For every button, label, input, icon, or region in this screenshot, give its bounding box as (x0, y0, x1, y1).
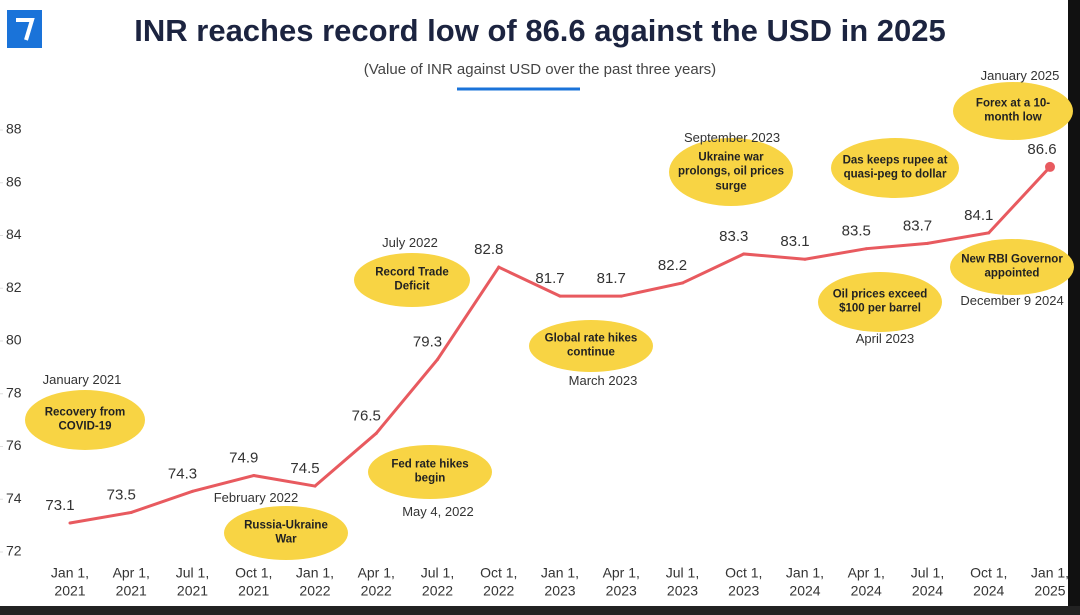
annotation-bubble (950, 239, 1074, 295)
data-point (191, 489, 194, 493)
x-tick-label: Jul 1, 2021 (175, 564, 210, 599)
x-tick-label: Jan 1, 2021 (50, 564, 90, 599)
logo-mark (16, 18, 35, 41)
x-tick-label: Apr 1, 2022 (357, 564, 395, 599)
annotation-text: Recovery from COVID-19 (44, 406, 126, 433)
annotation-text: Forex at a 10-month low (975, 97, 1051, 124)
annotation-bubble (25, 390, 145, 450)
x-tick-label: Apr 1, 2023 (602, 564, 640, 599)
y-tick-label: 88 (6, 121, 22, 137)
annotation-text: Global rate hikes continue (544, 332, 638, 359)
data-label: 81.7 (535, 270, 564, 287)
annotation-date: December 9 2024 (960, 292, 1064, 308)
annotations (25, 82, 1074, 560)
annotation-text: Record Trade Deficit (375, 266, 449, 293)
data-point (68, 521, 72, 525)
annotation-date: May 4, 2022 (402, 503, 474, 519)
data-point (864, 247, 868, 251)
x-tick-label: Oct 1, 2021 (235, 564, 273, 599)
data-label: 83.5 (842, 223, 871, 240)
data-label: 79.3 (413, 333, 442, 350)
data-label: 82.8 (474, 241, 503, 258)
x-tick-label: Oct 1, 2022 (480, 564, 518, 599)
chart-title: INR reaches record low of 86.6 against t… (134, 13, 945, 48)
annotation-date: January 2021 (42, 371, 122, 387)
annotation-text: Russia-Ukraine War (244, 519, 328, 546)
annotation-text: Oil prices exceed $100 per barrel (832, 288, 928, 315)
annotation-date: April 2023 (855, 330, 915, 346)
screen-edge (1068, 0, 1080, 615)
annotation-date: February 2022 (213, 489, 299, 505)
data-label: 74.3 (168, 465, 197, 482)
data-point (558, 294, 562, 298)
data-point (742, 252, 746, 256)
x-tick-label: Oct 1, 2024 (970, 564, 1008, 599)
data-label: 74.9 (229, 449, 258, 466)
annotation-text: Fed rate hikes begin (391, 458, 469, 485)
x-tick-label: Oct 1, 2023 (725, 564, 763, 599)
data-point (926, 241, 929, 245)
data-label: 73.1 (45, 497, 74, 514)
annotation-bubble (818, 272, 942, 332)
annotation-bubble (953, 82, 1073, 140)
y-tick-label: 78 (6, 384, 22, 400)
annotation-date: January 2025 (980, 67, 1060, 83)
x-tick-label: Apr 1, 2021 (112, 564, 150, 599)
annotation-bubble (831, 138, 959, 198)
x-tick-label: Jan 1, 2023 (540, 564, 580, 599)
data-label: 84.1 (964, 207, 993, 224)
annotation-date: March 2023 (568, 372, 638, 388)
x-tick-label: Jul 1, 2023 (665, 564, 700, 599)
y-tick-label: 80 (6, 332, 22, 348)
annotation-date: September 2023 (683, 129, 781, 145)
y-tick-label: 76 (6, 437, 22, 453)
annotation-text: Das keeps rupee at quasi-peg to dollar (842, 154, 948, 181)
data-label: 83.7 (903, 217, 932, 234)
data-label: 86.6 (1027, 141, 1056, 158)
data-label: 73.5 (107, 486, 136, 503)
data-point (129, 510, 133, 514)
chart-subtitle: (Value of INR against USD over the past … (364, 61, 716, 78)
y-tick-label: 84 (6, 226, 22, 242)
data-point (497, 265, 501, 269)
data-point (374, 431, 378, 435)
data-point (987, 231, 991, 235)
annotation-bubble (368, 445, 492, 499)
data-point (1045, 161, 1055, 172)
data-point (803, 257, 807, 261)
data-point (252, 474, 256, 478)
annotation-text: New RBI Governor appointed (961, 253, 1063, 280)
x-tick-label: Jan 1, 2025 (1030, 564, 1070, 599)
x-tick-label: Apr 1, 2024 (847, 564, 885, 599)
x-tick-label: Jul 1, 2022 (420, 564, 455, 599)
annotation-date: July 2022 (382, 234, 438, 250)
data-point (436, 357, 439, 361)
data-label: 74.5 (290, 460, 319, 477)
annotation-bubble (224, 506, 348, 560)
annotation-bubble (669, 138, 793, 206)
data-label: 81.7 (597, 270, 626, 287)
data-label: 76.5 (352, 407, 381, 424)
data-point (313, 484, 317, 488)
logo (7, 10, 42, 48)
x-tick-label: Jan 1, 2022 (295, 564, 335, 599)
data-label: 83.1 (780, 233, 809, 250)
annotation-bubble (529, 320, 653, 372)
annotation-bubble (354, 253, 470, 307)
data-label: 83.3 (719, 228, 748, 245)
x-tick-label: Jan 1, 2024 (785, 564, 825, 599)
annotation-text: Ukraine war prolongs, oil prices surge (677, 151, 785, 193)
y-tick-label: 72 (6, 543, 22, 559)
x-tick-label: Jul 1, 2024 (910, 564, 945, 599)
data-point (681, 281, 684, 285)
y-tick-label: 86 (6, 173, 22, 189)
data-label: 82.2 (658, 257, 687, 274)
y-tick-label: 82 (6, 279, 22, 295)
data-point (619, 294, 623, 298)
y-tick-label: 74 (6, 490, 22, 506)
screen-edge (0, 606, 1080, 615)
